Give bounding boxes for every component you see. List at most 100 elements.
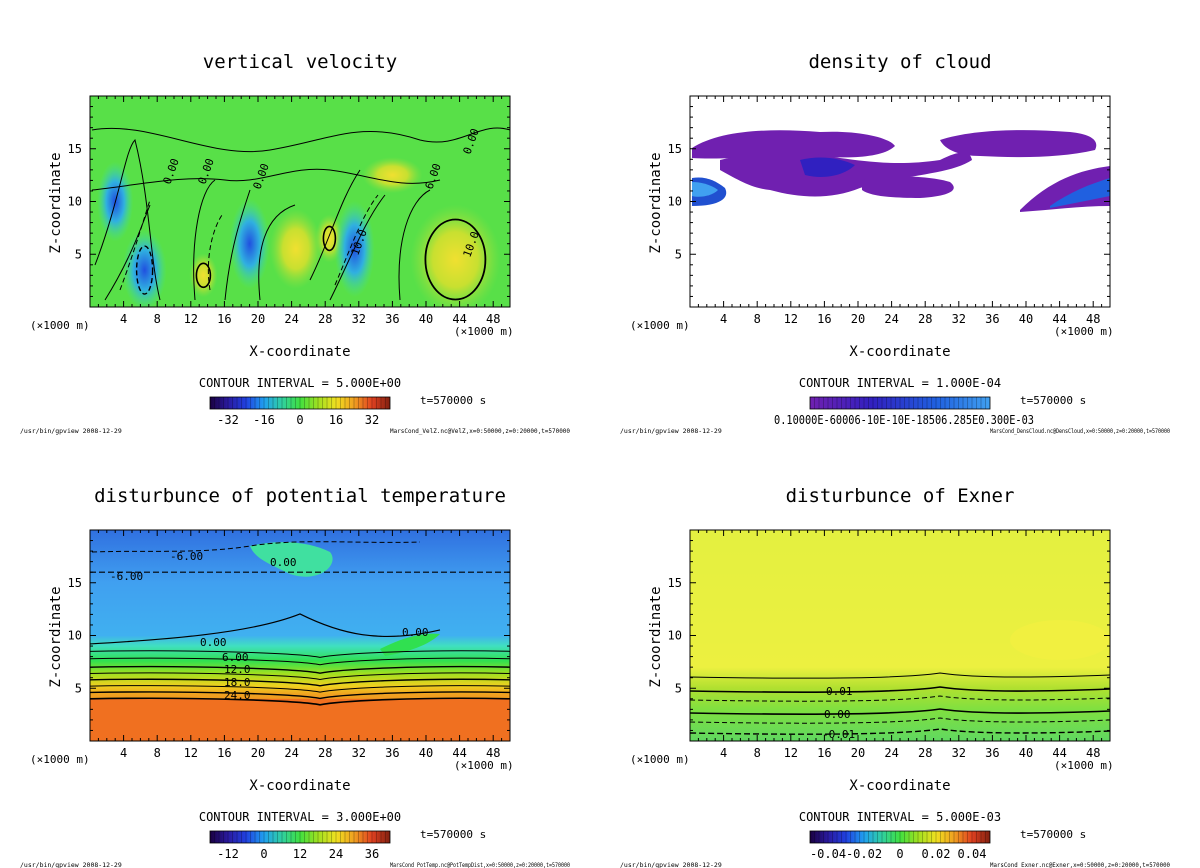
x-tick-label: 32 bbox=[352, 746, 366, 760]
colorbar-label: 0 bbox=[260, 847, 267, 861]
x-tick-label: 12 bbox=[784, 312, 798, 326]
warm-patch bbox=[250, 542, 333, 577]
isotherm-line bbox=[90, 665, 510, 674]
x-tick-label: 16 bbox=[217, 312, 231, 326]
y-tick-label: 15 bbox=[668, 576, 682, 590]
x-tick-label: 36 bbox=[985, 312, 999, 326]
contour-label: 0.00 bbox=[270, 556, 297, 569]
contour-line bbox=[91, 127, 510, 153]
colorbar-label: 0 bbox=[296, 413, 303, 427]
exner-contour bbox=[690, 686, 1110, 693]
x-unit-right: (×1000 m) bbox=[454, 325, 514, 338]
contour-label: 6.00 bbox=[222, 651, 249, 664]
x-tick-label: 44 bbox=[452, 746, 466, 760]
y-tick-label: 5 bbox=[675, 681, 682, 695]
colorbar-label: -0.04 bbox=[810, 847, 846, 861]
contour-line bbox=[104, 204, 151, 301]
cloud-region bbox=[692, 130, 895, 159]
y-tick-label: 15 bbox=[68, 142, 82, 156]
velocity-cell bbox=[229, 198, 270, 289]
contour-line bbox=[94, 139, 161, 301]
contour-label: 0.01 bbox=[826, 685, 853, 698]
x-tick-label: 44 bbox=[1052, 312, 1066, 326]
x-unit-right: (×1000 m) bbox=[1054, 325, 1114, 338]
footer-source: MarsCond_DensCloud.nc@DensCloud,x=0:5000… bbox=[990, 427, 1170, 435]
x-tick-label: 48 bbox=[486, 312, 500, 326]
x-tick-label: 36 bbox=[985, 746, 999, 760]
colorbar-label: -32 bbox=[217, 413, 239, 427]
contour-line bbox=[309, 169, 361, 281]
x-tick-label: 28 bbox=[318, 746, 332, 760]
y-tick-label: 15 bbox=[68, 576, 82, 590]
footer-program: /usr/bin/gpview 2008-12-29 bbox=[620, 427, 722, 435]
x-tick-label: 8 bbox=[154, 746, 161, 760]
time-label: t=570000 s bbox=[1020, 394, 1086, 407]
x-axis-title: X-coordinate bbox=[849, 344, 950, 360]
velocity-cell bbox=[410, 204, 501, 307]
x-tick-label: 20 bbox=[251, 312, 265, 326]
contour-label: 24.0 bbox=[224, 689, 251, 702]
velocity-cell bbox=[269, 208, 322, 289]
exner-contour bbox=[690, 672, 1110, 679]
footer-program: /usr/bin/gpview 2008-12-29 bbox=[20, 427, 122, 435]
colorbar-label: 36 bbox=[365, 847, 379, 861]
y-tick-label: 10 bbox=[68, 629, 82, 643]
x-tick-label: 28 bbox=[918, 746, 932, 760]
x-tick-label: 32 bbox=[352, 312, 366, 326]
chart-panel-3: disturbunce of potential temperature -6.0… bbox=[20, 485, 570, 868]
exner-contour bbox=[690, 695, 1110, 702]
exner-contour bbox=[690, 728, 1110, 735]
x-tick-label: 28 bbox=[918, 312, 932, 326]
colorbar-label: 32 bbox=[365, 413, 379, 427]
contour-label: 18.0 bbox=[224, 676, 251, 689]
contour-label: -6.00 bbox=[110, 570, 143, 583]
time-label: t=570000 s bbox=[1020, 828, 1086, 841]
y-axis-title: Z-coordinate bbox=[48, 152, 64, 253]
x-tick-label: 44 bbox=[1052, 746, 1066, 760]
exner-contour bbox=[690, 717, 1110, 724]
x-tick-label: 8 bbox=[754, 312, 761, 326]
x-tick-label: 36 bbox=[385, 746, 399, 760]
cloud-region bbox=[862, 176, 954, 198]
x-tick-label: 20 bbox=[851, 746, 865, 760]
x-tick-label: 4 bbox=[120, 746, 127, 760]
chart-title: disturbunce of potential temperature bbox=[94, 485, 506, 507]
x-tick-label: 12 bbox=[784, 746, 798, 760]
contour-line bbox=[193, 179, 216, 301]
y-axis-title: Z-coordinate bbox=[48, 586, 64, 687]
colorbar-label: 16 bbox=[329, 413, 343, 427]
footer-program: /usr/bin/gpview 2008-12-29 bbox=[620, 861, 722, 868]
x-unit-left: (×1000 m) bbox=[30, 319, 90, 332]
isotherm-line bbox=[90, 685, 510, 693]
velocity-cell bbox=[189, 253, 218, 298]
x-axis-title: X-coordinate bbox=[249, 778, 350, 794]
contour-label: 0.00 bbox=[402, 626, 429, 639]
footer-source: MarsCond_VelZ.nc@VelZ,x=0:50000,z=0:2000… bbox=[390, 427, 570, 435]
contour-label: 12.0 bbox=[224, 663, 251, 676]
x-tick-label: 36 bbox=[385, 312, 399, 326]
x-tick-label: 24 bbox=[884, 746, 898, 760]
x-tick-label: 32 bbox=[952, 312, 966, 326]
warm-patch bbox=[380, 633, 440, 656]
isotherm-line bbox=[90, 657, 510, 666]
contour-interval: CONTOUR INTERVAL = 5.000E-03 bbox=[799, 810, 1001, 824]
contour-line-bold bbox=[195, 262, 212, 289]
x-axis-title: X-coordinate bbox=[849, 778, 950, 794]
footer-source: MarsCond_Exner.nc@Exner,x=0:50000,z=0:20… bbox=[990, 861, 1170, 868]
x-tick-label: 40 bbox=[1019, 312, 1033, 326]
x-tick-label: 8 bbox=[754, 746, 761, 760]
chart-title: vertical velocity bbox=[203, 51, 397, 73]
y-tick-label: 5 bbox=[75, 681, 82, 695]
isotherm-line bbox=[90, 678, 510, 687]
isotherm-line bbox=[90, 613, 441, 645]
x-unit-right: (×1000 m) bbox=[454, 759, 514, 772]
contour-line bbox=[224, 189, 251, 301]
contour-line-negative bbox=[135, 245, 154, 295]
contour-line bbox=[329, 194, 386, 301]
y-tick-label: 10 bbox=[668, 195, 682, 209]
isotherm-negative bbox=[91, 541, 421, 553]
velocity-cell bbox=[122, 230, 167, 307]
